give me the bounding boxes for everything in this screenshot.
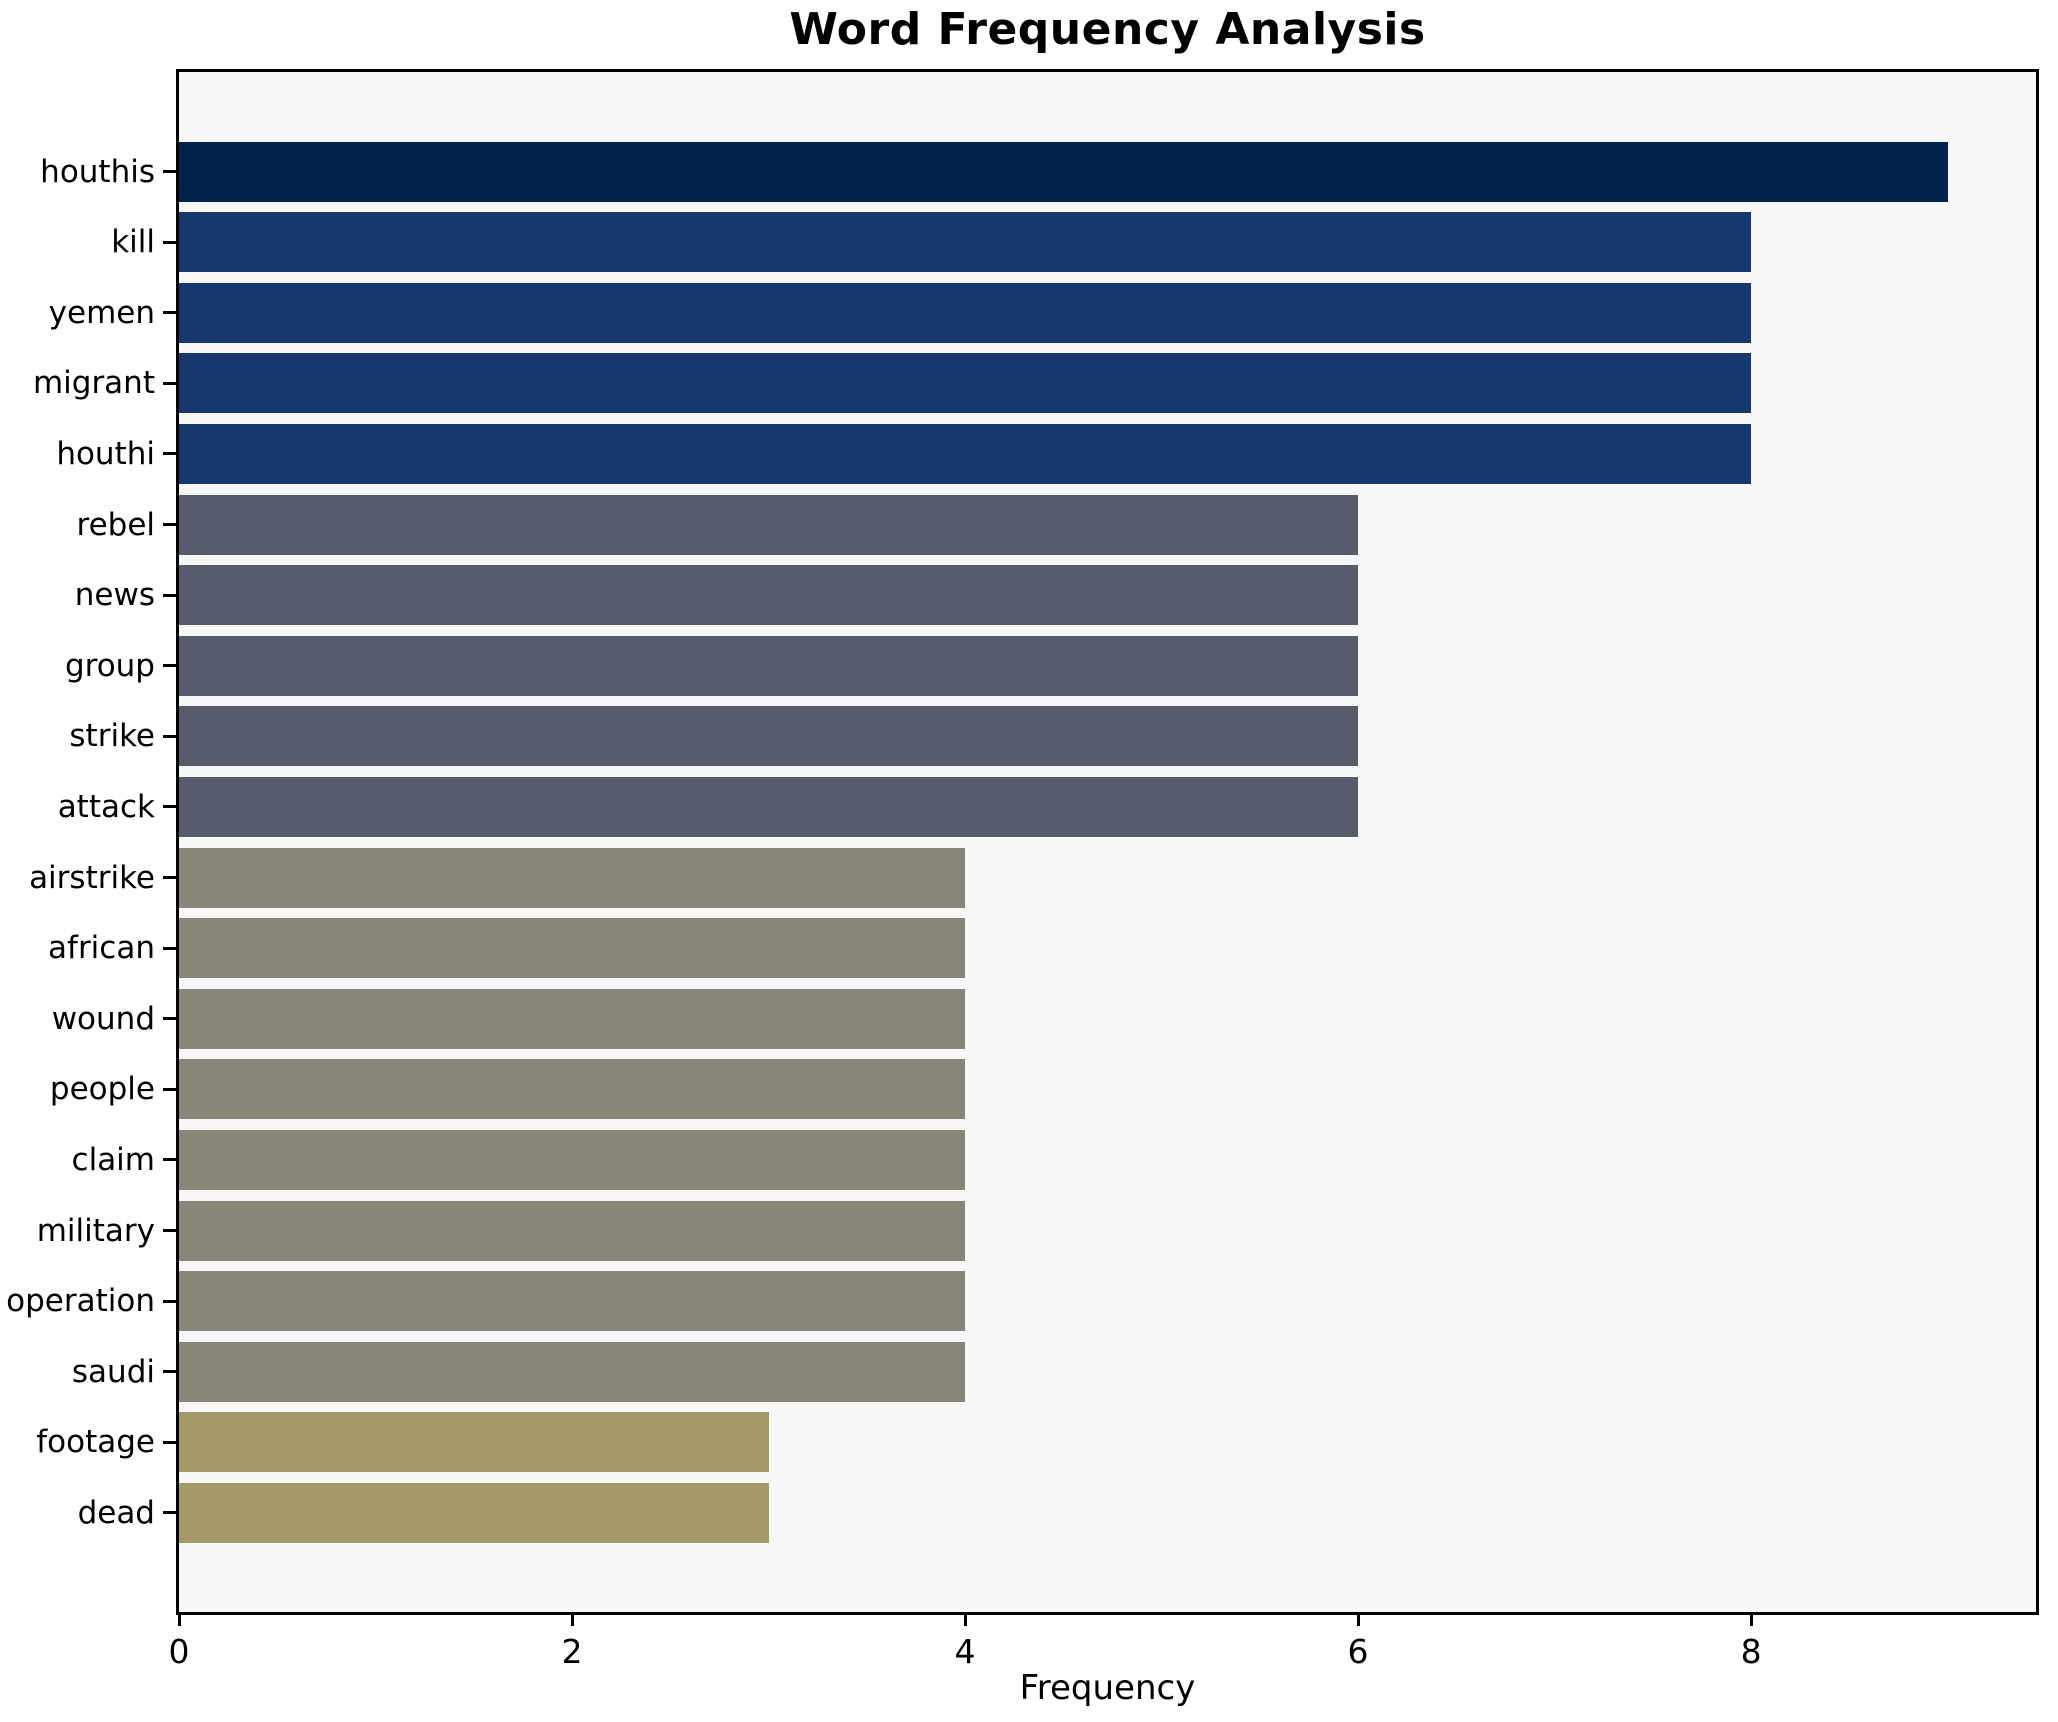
bar: [179, 776, 1359, 837]
y-tick-label: people: [49, 1071, 155, 1108]
y-tick-label: kill: [111, 224, 155, 261]
x-tick-label: 4: [954, 1632, 976, 1671]
y-tick-mark: [163, 1087, 176, 1091]
y-tick-label: footage: [36, 1424, 155, 1461]
y-tick-mark: [163, 452, 176, 456]
bar: [179, 635, 1359, 696]
bar: [179, 1271, 966, 1332]
y-tick-label: migrant: [32, 365, 155, 402]
y-tick-label: attack: [57, 788, 155, 825]
x-tick-label: 2: [561, 1632, 583, 1671]
bar: [179, 847, 966, 908]
y-tick-mark: [163, 734, 176, 738]
bar: [179, 988, 966, 1049]
y-tick-mark: [163, 1017, 176, 1021]
y-tick-mark: [163, 523, 176, 526]
chart-title: Word Frequency Analysis: [789, 4, 1426, 55]
x-tick-mark: [1749, 1613, 1753, 1626]
y-tick-label: dead: [77, 1494, 155, 1531]
y-tick-mark: [163, 311, 176, 315]
bar: [179, 353, 1752, 414]
bar: [179, 1482, 769, 1543]
y-tick-mark: [163, 170, 176, 173]
y-tick-mark: [163, 664, 176, 668]
y-tick-mark: [163, 1299, 176, 1303]
bar: [179, 706, 1359, 767]
y-tick-label: saudi: [71, 1353, 155, 1390]
y-tick-label: wound: [51, 1000, 155, 1037]
bar: [179, 423, 1752, 484]
y-tick-mark: [163, 593, 176, 597]
bar: [179, 1059, 966, 1120]
y-tick-mark: [163, 805, 176, 809]
bar: [179, 1412, 769, 1473]
y-tick-label: military: [36, 1212, 155, 1249]
bar: [179, 1129, 966, 1190]
y-tick-label: airstrike: [29, 859, 155, 896]
y-tick-label: strike: [69, 718, 155, 755]
y-tick-label: claim: [71, 1141, 155, 1178]
y-tick-label: yemen: [48, 294, 155, 331]
x-tick-label: 8: [1740, 1632, 1762, 1671]
x-axis-label: Frequency: [1019, 1668, 1196, 1708]
bar: [179, 918, 966, 979]
y-tick-mark: [163, 1229, 176, 1232]
bar: [179, 1200, 966, 1261]
x-tick-mark: [963, 1613, 967, 1626]
bar: [179, 212, 1752, 273]
bar: [179, 565, 1359, 626]
y-tick-mark: [163, 876, 176, 879]
y-tick-mark: [163, 1440, 176, 1444]
bar: [179, 282, 1752, 343]
x-tick-label: 6: [1347, 1632, 1369, 1671]
x-tick-label: 0: [168, 1632, 190, 1671]
x-tick-mark: [177, 1613, 181, 1626]
y-tick-label: operation: [6, 1283, 155, 1320]
y-tick-mark: [163, 381, 176, 385]
y-tick-label: houthi: [56, 435, 155, 472]
y-tick-label: group: [64, 647, 155, 684]
y-tick-mark: [163, 1370, 176, 1374]
y-tick-mark: [163, 1158, 176, 1162]
x-tick-mark: [570, 1613, 574, 1626]
bar: [179, 494, 1359, 555]
bar: [179, 1341, 966, 1402]
y-tick-label: african: [48, 930, 155, 967]
bar: [179, 141, 1948, 202]
y-tick-mark: [163, 1511, 176, 1515]
y-tick-label: news: [74, 577, 155, 614]
y-tick-label: rebel: [76, 506, 156, 543]
x-tick-mark: [1356, 1613, 1360, 1626]
y-tick-mark: [163, 946, 176, 950]
y-tick-label: houthis: [40, 153, 155, 190]
y-tick-mark: [163, 240, 176, 244]
